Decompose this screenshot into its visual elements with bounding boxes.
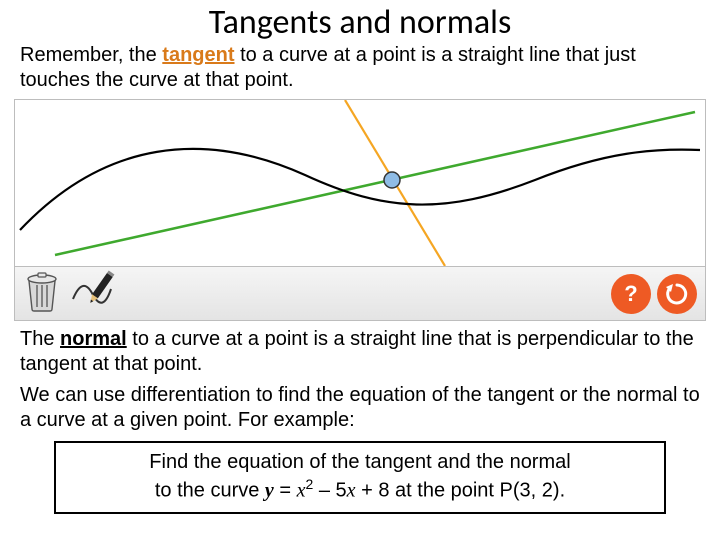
diagram-canvas[interactable] — [15, 100, 705, 266]
pencil-curve-icon[interactable] — [69, 269, 133, 318]
intro-normal-paragraph: The normal to a curve at a point is a st… — [0, 327, 720, 377]
text: The — [20, 328, 60, 350]
problem-statement: Find the equation of the tangent and the… — [54, 441, 666, 514]
eq-x: x — [297, 480, 306, 502]
tangent-point[interactable] — [384, 172, 400, 188]
problem-line-2b: at the point P(3, 2). — [389, 480, 565, 502]
keyword-tangent: tangent — [162, 44, 234, 66]
diagram-toolbar: ? — [15, 266, 705, 320]
trash-icon[interactable] — [23, 269, 61, 318]
eq-eq: = — [274, 480, 297, 502]
differentiation-paragraph: We can use differentiation to find the e… — [0, 383, 720, 433]
keyword-normal: normal — [60, 328, 127, 350]
diagram-container: ? — [14, 99, 706, 321]
eq-plus: + 8 — [356, 480, 390, 502]
diagram-svg — [15, 100, 705, 266]
help-icon[interactable]: ? — [611, 274, 651, 314]
eq-y: y — [265, 480, 274, 502]
reset-icon[interactable] — [657, 274, 697, 314]
problem-line-2a: to the curve — [155, 480, 265, 502]
page-title: Tangents and normals — [0, 0, 720, 43]
eq-minus: – 5 — [313, 480, 346, 502]
eq-x2: x — [347, 480, 356, 502]
text: Remember, the — [20, 44, 162, 66]
svg-text:?: ? — [624, 282, 637, 306]
tangent-line — [55, 112, 695, 255]
curve — [20, 149, 700, 230]
problem-line-1: Find the equation of the tangent and the… — [149, 451, 570, 473]
intro-tangent-paragraph: Remember, the tangent to a curve at a po… — [0, 43, 720, 93]
